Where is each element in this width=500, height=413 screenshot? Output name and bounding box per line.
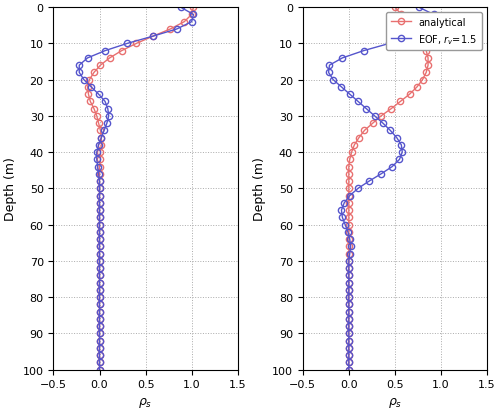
Y-axis label: Depth (m): Depth (m) — [4, 157, 17, 221]
X-axis label: $\rho_s$: $\rho_s$ — [388, 395, 402, 409]
Y-axis label: Depth (m): Depth (m) — [254, 157, 266, 221]
X-axis label: $\rho_s$: $\rho_s$ — [138, 395, 152, 409]
Legend: analytical, EOF, $r_v$=1.5: analytical, EOF, $r_v$=1.5 — [386, 13, 482, 51]
